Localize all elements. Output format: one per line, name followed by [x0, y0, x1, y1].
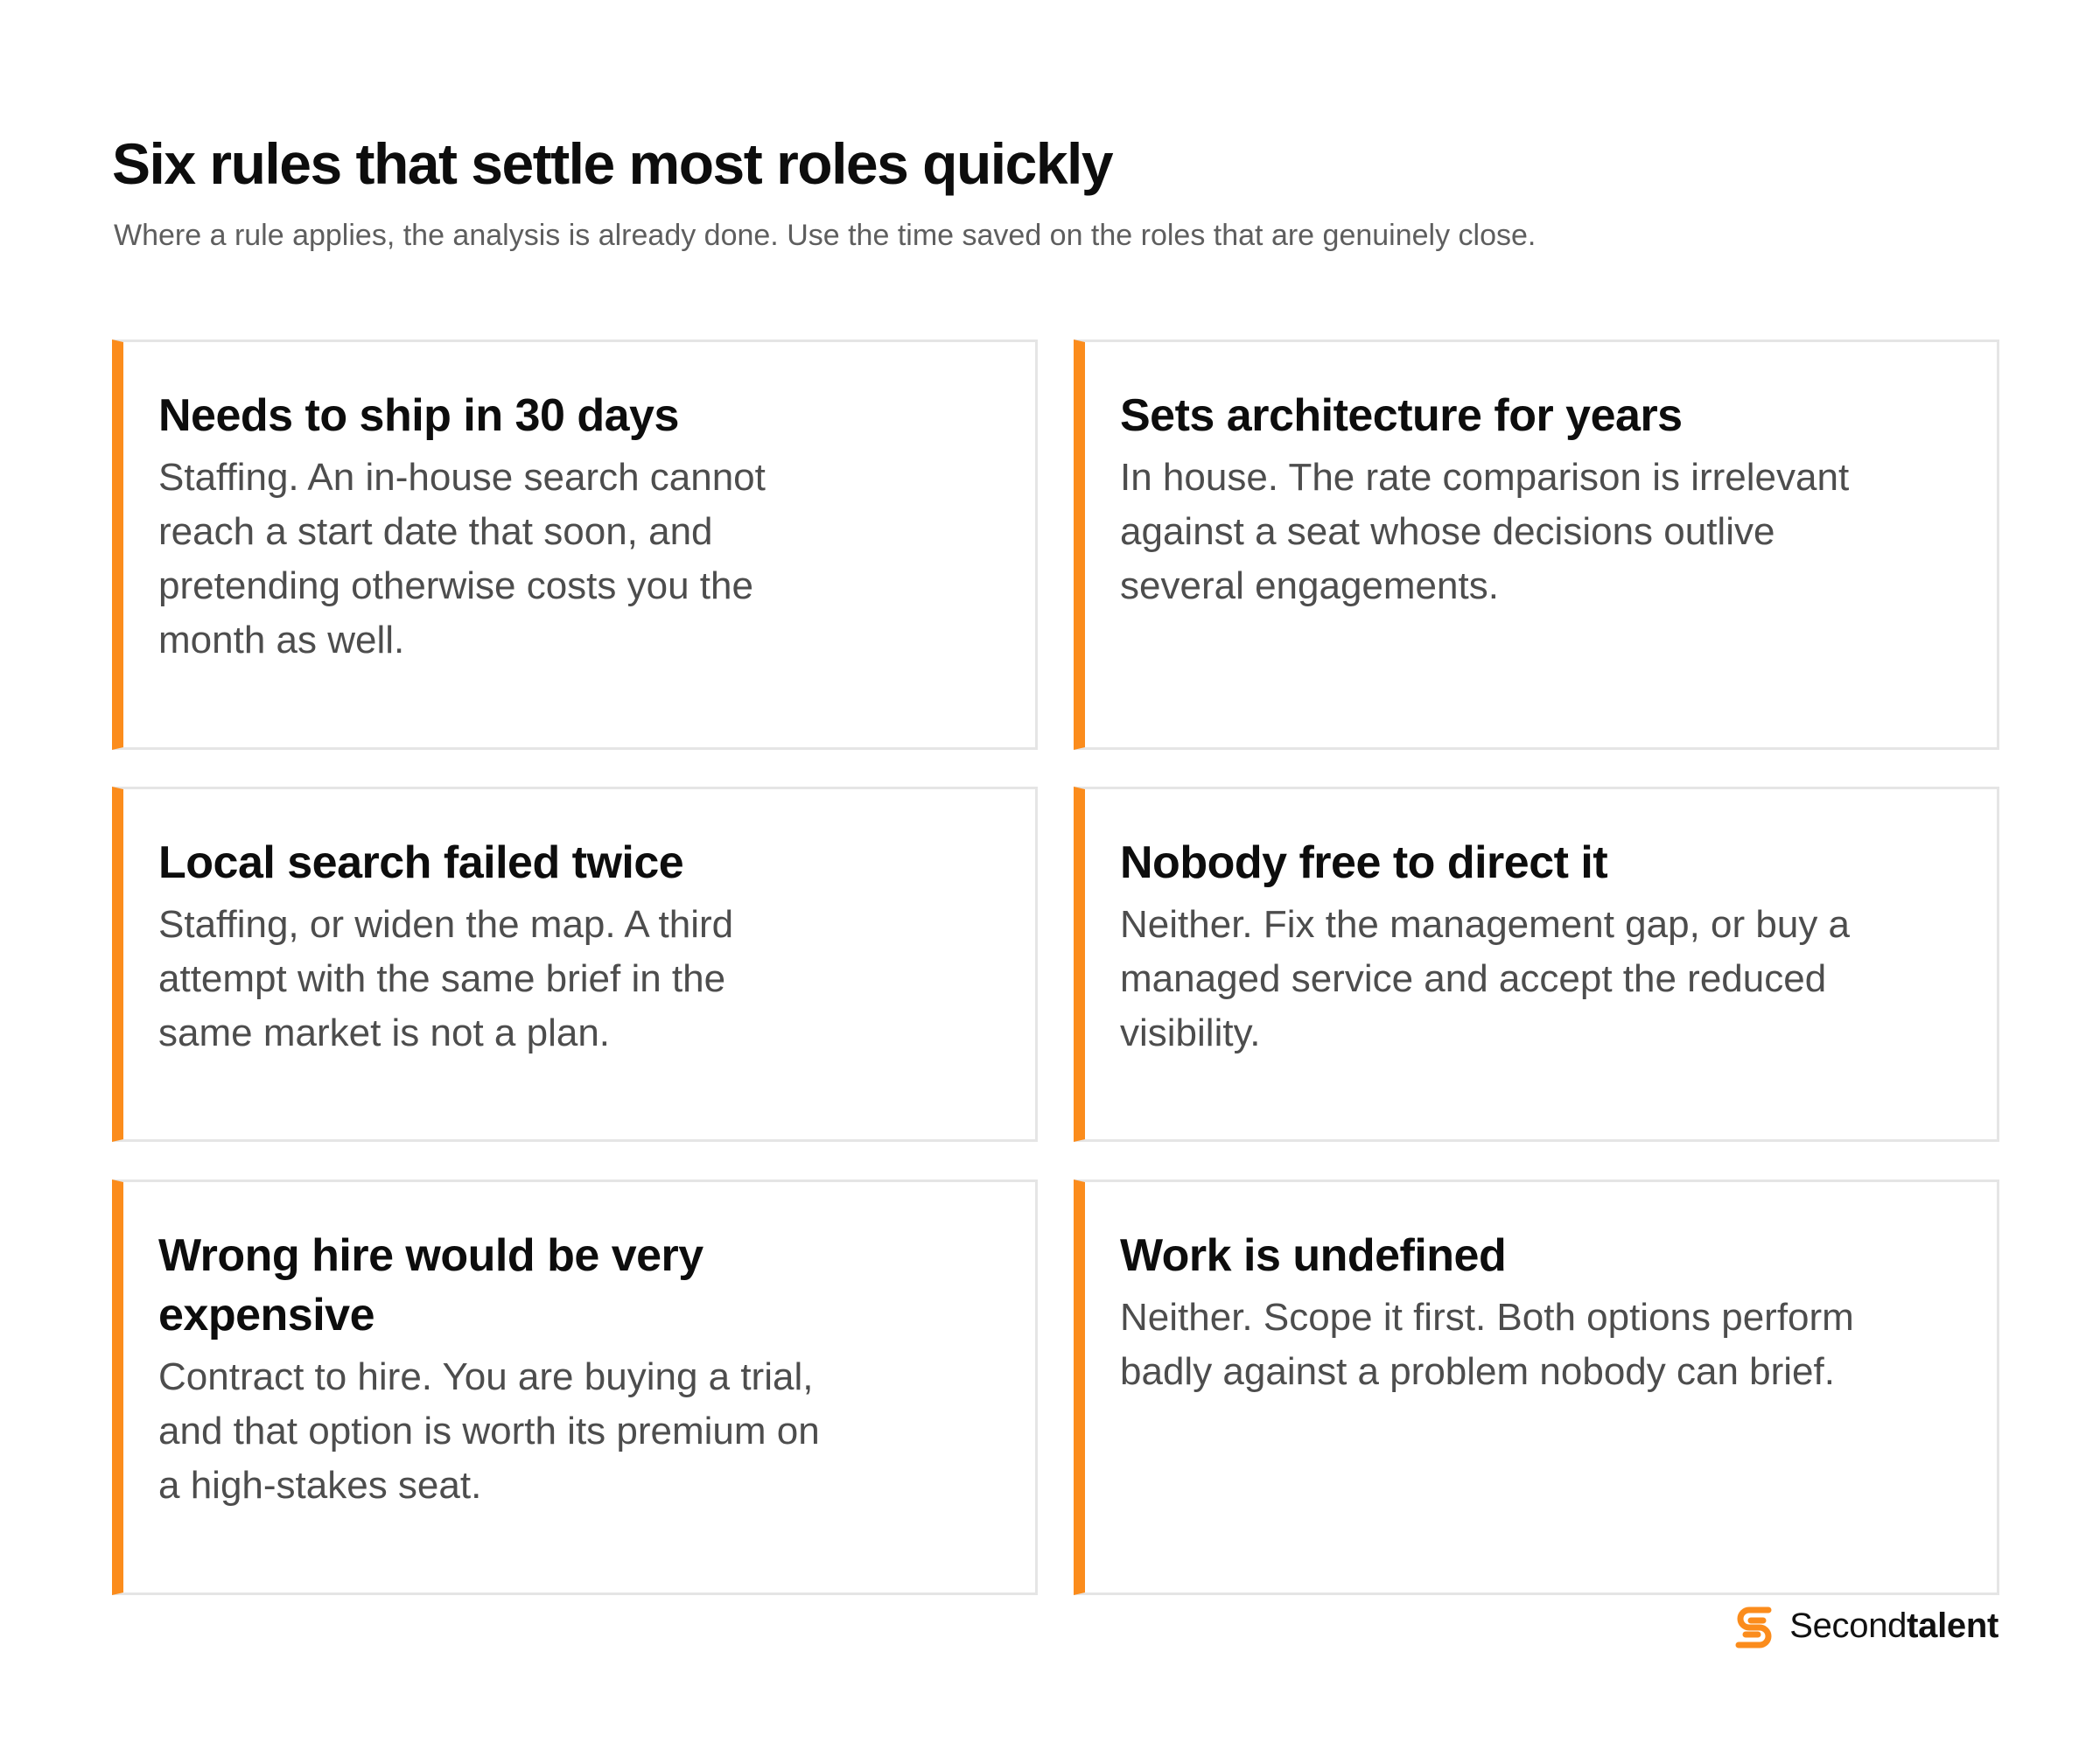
rule-card-nobody-to-direct: Nobody free to direct it Neither. Fix th… [1074, 787, 1999, 1142]
rule-card-body: Neither. Fix the management gap, or buy … [1120, 903, 1851, 1054]
rule-card-ship-in-30-days: Needs to ship in 30 days Staffing. An in… [112, 340, 1038, 750]
rule-card-body: Contract to hire. You are buying a trial… [158, 1355, 820, 1507]
rule-card-title: Wrong hire would be very expensive [158, 1230, 704, 1340]
page-subtitle: Where a rule applies, the analysis is al… [114, 219, 1536, 252]
rule-card-title: Local search failed twice [158, 837, 684, 888]
rule-card-body: Staffing. An in-house search cannot reac… [158, 456, 766, 662]
brand-name-bold: talent [1907, 1606, 1998, 1645]
secondtalent-s-logo-icon [1735, 1606, 1772, 1648]
rule-card-work-undefined: Work is undefined Neither. Scope it firs… [1074, 1180, 1999, 1595]
rule-card-title: Sets architecture for years [1120, 390, 1683, 441]
rule-card-local-search-failed: Local search failed twice Staffing, or w… [112, 787, 1038, 1142]
rule-card-body: In house. The rate comparison is irrelev… [1120, 456, 1850, 607]
rule-card-body: Staffing, or widen the map. A third atte… [158, 903, 734, 1054]
rule-card-sets-architecture: Sets architecture for years In house. Th… [1074, 340, 1999, 750]
brand-logo: Secondtalent [1730, 1600, 1998, 1652]
rule-card-title: Work is undefined [1120, 1230, 1507, 1281]
rule-card-wrong-hire-expensive: Wrong hire would be very expensive Contr… [112, 1180, 1038, 1595]
brand-name-light: Second [1789, 1606, 1908, 1645]
brand-name: Secondtalent [1789, 1606, 1998, 1646]
rule-card-title: Nobody free to direct it [1120, 837, 1608, 888]
page-title: Six rules that settle most roles quickly [112, 131, 1114, 196]
rule-card-body: Neither. Scope it first. Both options pe… [1120, 1296, 1854, 1393]
rule-card-title: Needs to ship in 30 days [158, 390, 679, 441]
